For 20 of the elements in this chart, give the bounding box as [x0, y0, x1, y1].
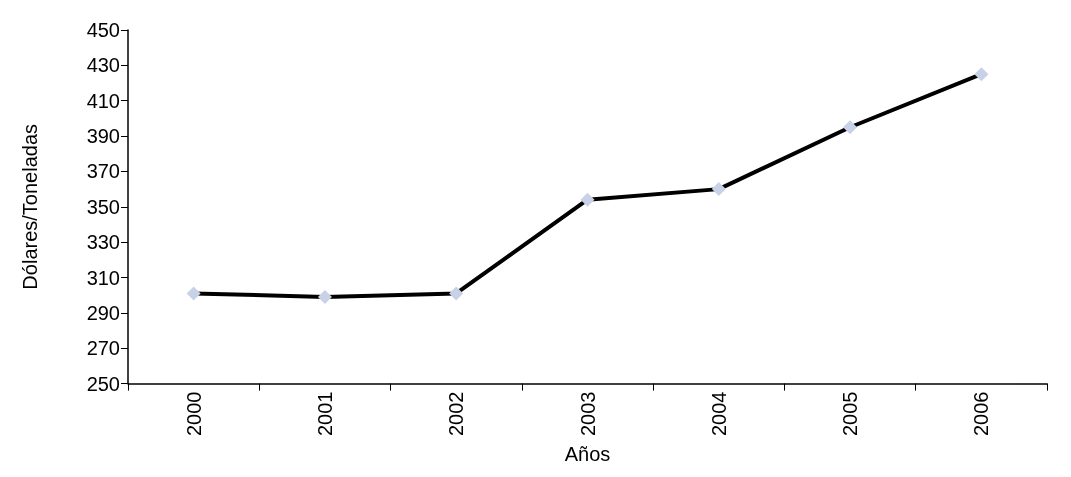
x-tick-label: 2004	[707, 391, 730, 437]
y-tick-label: 270	[86, 337, 120, 360]
y-tick-label: 450	[86, 19, 120, 41]
y-tick-label: 390	[86, 125, 120, 148]
y-tick-label: 350	[86, 195, 120, 218]
y-tick-label: 410	[86, 89, 120, 112]
y-tick-label: 250	[86, 372, 120, 395]
y-tick-label: 330	[86, 231, 120, 254]
x-tick-label: 2006	[970, 391, 993, 437]
x-tick-label: 2005	[839, 391, 862, 437]
y-tick-label: 370	[86, 160, 120, 183]
x-axis-title: Años	[564, 443, 611, 465]
x-tick-label: 2000	[182, 391, 205, 437]
y-tick-label: 290	[86, 301, 120, 324]
y-tick-label: 430	[86, 54, 120, 77]
x-tick-label: 2003	[576, 391, 599, 437]
y-tick-label: 310	[86, 266, 120, 289]
y-axis-title: Dólares/Toneladas	[19, 123, 41, 290]
x-tick-label: 2001	[313, 391, 336, 437]
x-tick-label: 2002	[445, 391, 468, 437]
